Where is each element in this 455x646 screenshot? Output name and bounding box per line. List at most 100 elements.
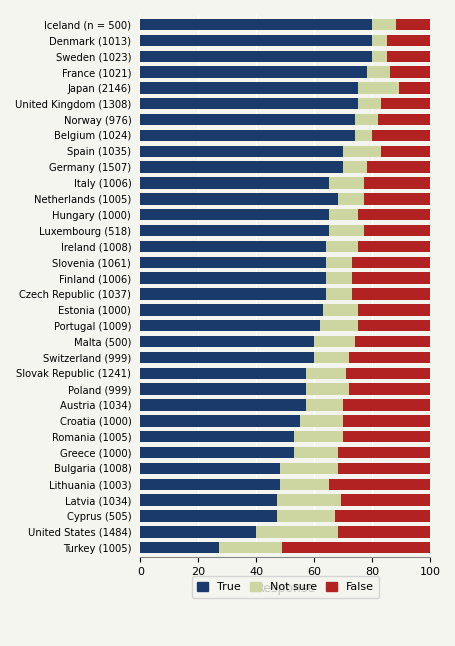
Bar (372, 130, 430, 141)
Bar (357, 241, 430, 252)
Bar (140, 431, 293, 443)
Bar (325, 288, 351, 300)
Bar (372, 35, 386, 46)
Bar (299, 415, 343, 426)
Bar (372, 50, 386, 62)
Bar (140, 320, 319, 331)
Bar (351, 288, 430, 300)
Bar (337, 447, 430, 458)
Bar (140, 162, 343, 173)
Bar (372, 19, 395, 30)
Bar (140, 463, 279, 474)
Bar (140, 256, 325, 268)
Bar (140, 510, 276, 522)
Bar (337, 526, 430, 537)
Bar (319, 320, 357, 331)
Bar (349, 384, 430, 395)
Bar (279, 463, 337, 474)
Bar (140, 241, 325, 252)
Bar (380, 145, 430, 157)
Bar (140, 82, 357, 94)
Bar (276, 510, 334, 522)
Bar (140, 98, 357, 109)
Bar (357, 82, 398, 94)
Bar (218, 542, 282, 554)
Bar (140, 225, 328, 236)
Bar (357, 320, 430, 331)
Bar (305, 368, 346, 379)
Bar (357, 304, 430, 316)
Bar (325, 256, 351, 268)
Bar (313, 336, 354, 348)
Bar (363, 178, 430, 189)
Bar (328, 225, 363, 236)
Bar (305, 384, 349, 395)
Bar (337, 463, 430, 474)
Bar (343, 431, 430, 443)
Bar (140, 50, 372, 62)
Bar (363, 193, 430, 205)
Bar (357, 209, 430, 220)
Bar (378, 114, 430, 125)
X-axis label: Response: Response (255, 583, 315, 596)
Bar (357, 98, 380, 109)
Bar (279, 479, 328, 490)
Bar (354, 130, 372, 141)
Bar (366, 67, 389, 78)
Bar (140, 67, 366, 78)
Bar (328, 178, 363, 189)
Bar (140, 351, 313, 363)
Bar (140, 447, 293, 458)
Bar (140, 542, 218, 554)
Bar (386, 35, 430, 46)
Bar (343, 399, 430, 411)
Bar (354, 336, 430, 348)
Bar (351, 273, 430, 284)
Bar (140, 415, 299, 426)
Bar (386, 50, 430, 62)
Bar (140, 288, 325, 300)
Bar (325, 241, 357, 252)
Bar (340, 494, 430, 506)
Bar (343, 145, 380, 157)
Bar (140, 130, 354, 141)
Bar (343, 162, 366, 173)
Bar (313, 351, 349, 363)
Bar (140, 399, 305, 411)
Bar (328, 209, 357, 220)
Bar (256, 526, 337, 537)
Bar (140, 35, 372, 46)
Bar (337, 193, 363, 205)
Bar (346, 368, 430, 379)
Bar (323, 304, 357, 316)
Bar (398, 82, 430, 94)
Bar (334, 510, 430, 522)
Bar (140, 494, 276, 506)
Bar (325, 273, 351, 284)
Bar (140, 193, 337, 205)
Bar (140, 273, 325, 284)
Bar (351, 256, 430, 268)
Bar (140, 209, 328, 220)
Bar (395, 19, 430, 30)
Bar (293, 447, 337, 458)
Bar (363, 225, 430, 236)
Legend: True, Not sure, False: True, Not sure, False (191, 576, 379, 598)
Bar (276, 494, 340, 506)
Bar (140, 526, 256, 537)
Bar (343, 415, 430, 426)
Bar (380, 98, 430, 109)
Bar (140, 479, 279, 490)
Bar (354, 114, 378, 125)
Bar (140, 368, 305, 379)
Bar (140, 19, 372, 30)
Bar (293, 431, 343, 443)
Bar (140, 145, 343, 157)
Bar (349, 351, 430, 363)
Bar (366, 162, 430, 173)
Bar (140, 114, 354, 125)
Bar (140, 178, 328, 189)
Bar (389, 67, 430, 78)
Bar (140, 336, 313, 348)
Bar (328, 479, 430, 490)
